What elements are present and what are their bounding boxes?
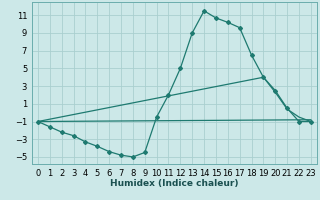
X-axis label: Humidex (Indice chaleur): Humidex (Indice chaleur) — [110, 179, 239, 188]
